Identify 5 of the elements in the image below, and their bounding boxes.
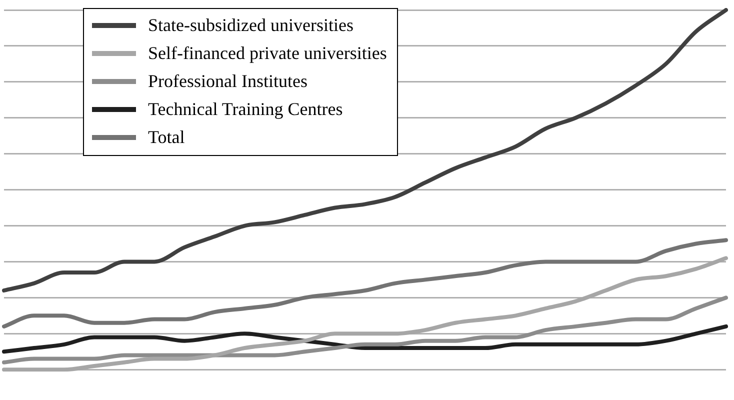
legend-label: Total [148,126,185,149]
legend-label: Professional Institutes [148,70,308,93]
legend-label: State-subsidized universities [148,14,354,37]
legend-label: Technical Training Centres [148,98,343,121]
legend-label: Self-financed private universities [148,42,387,65]
